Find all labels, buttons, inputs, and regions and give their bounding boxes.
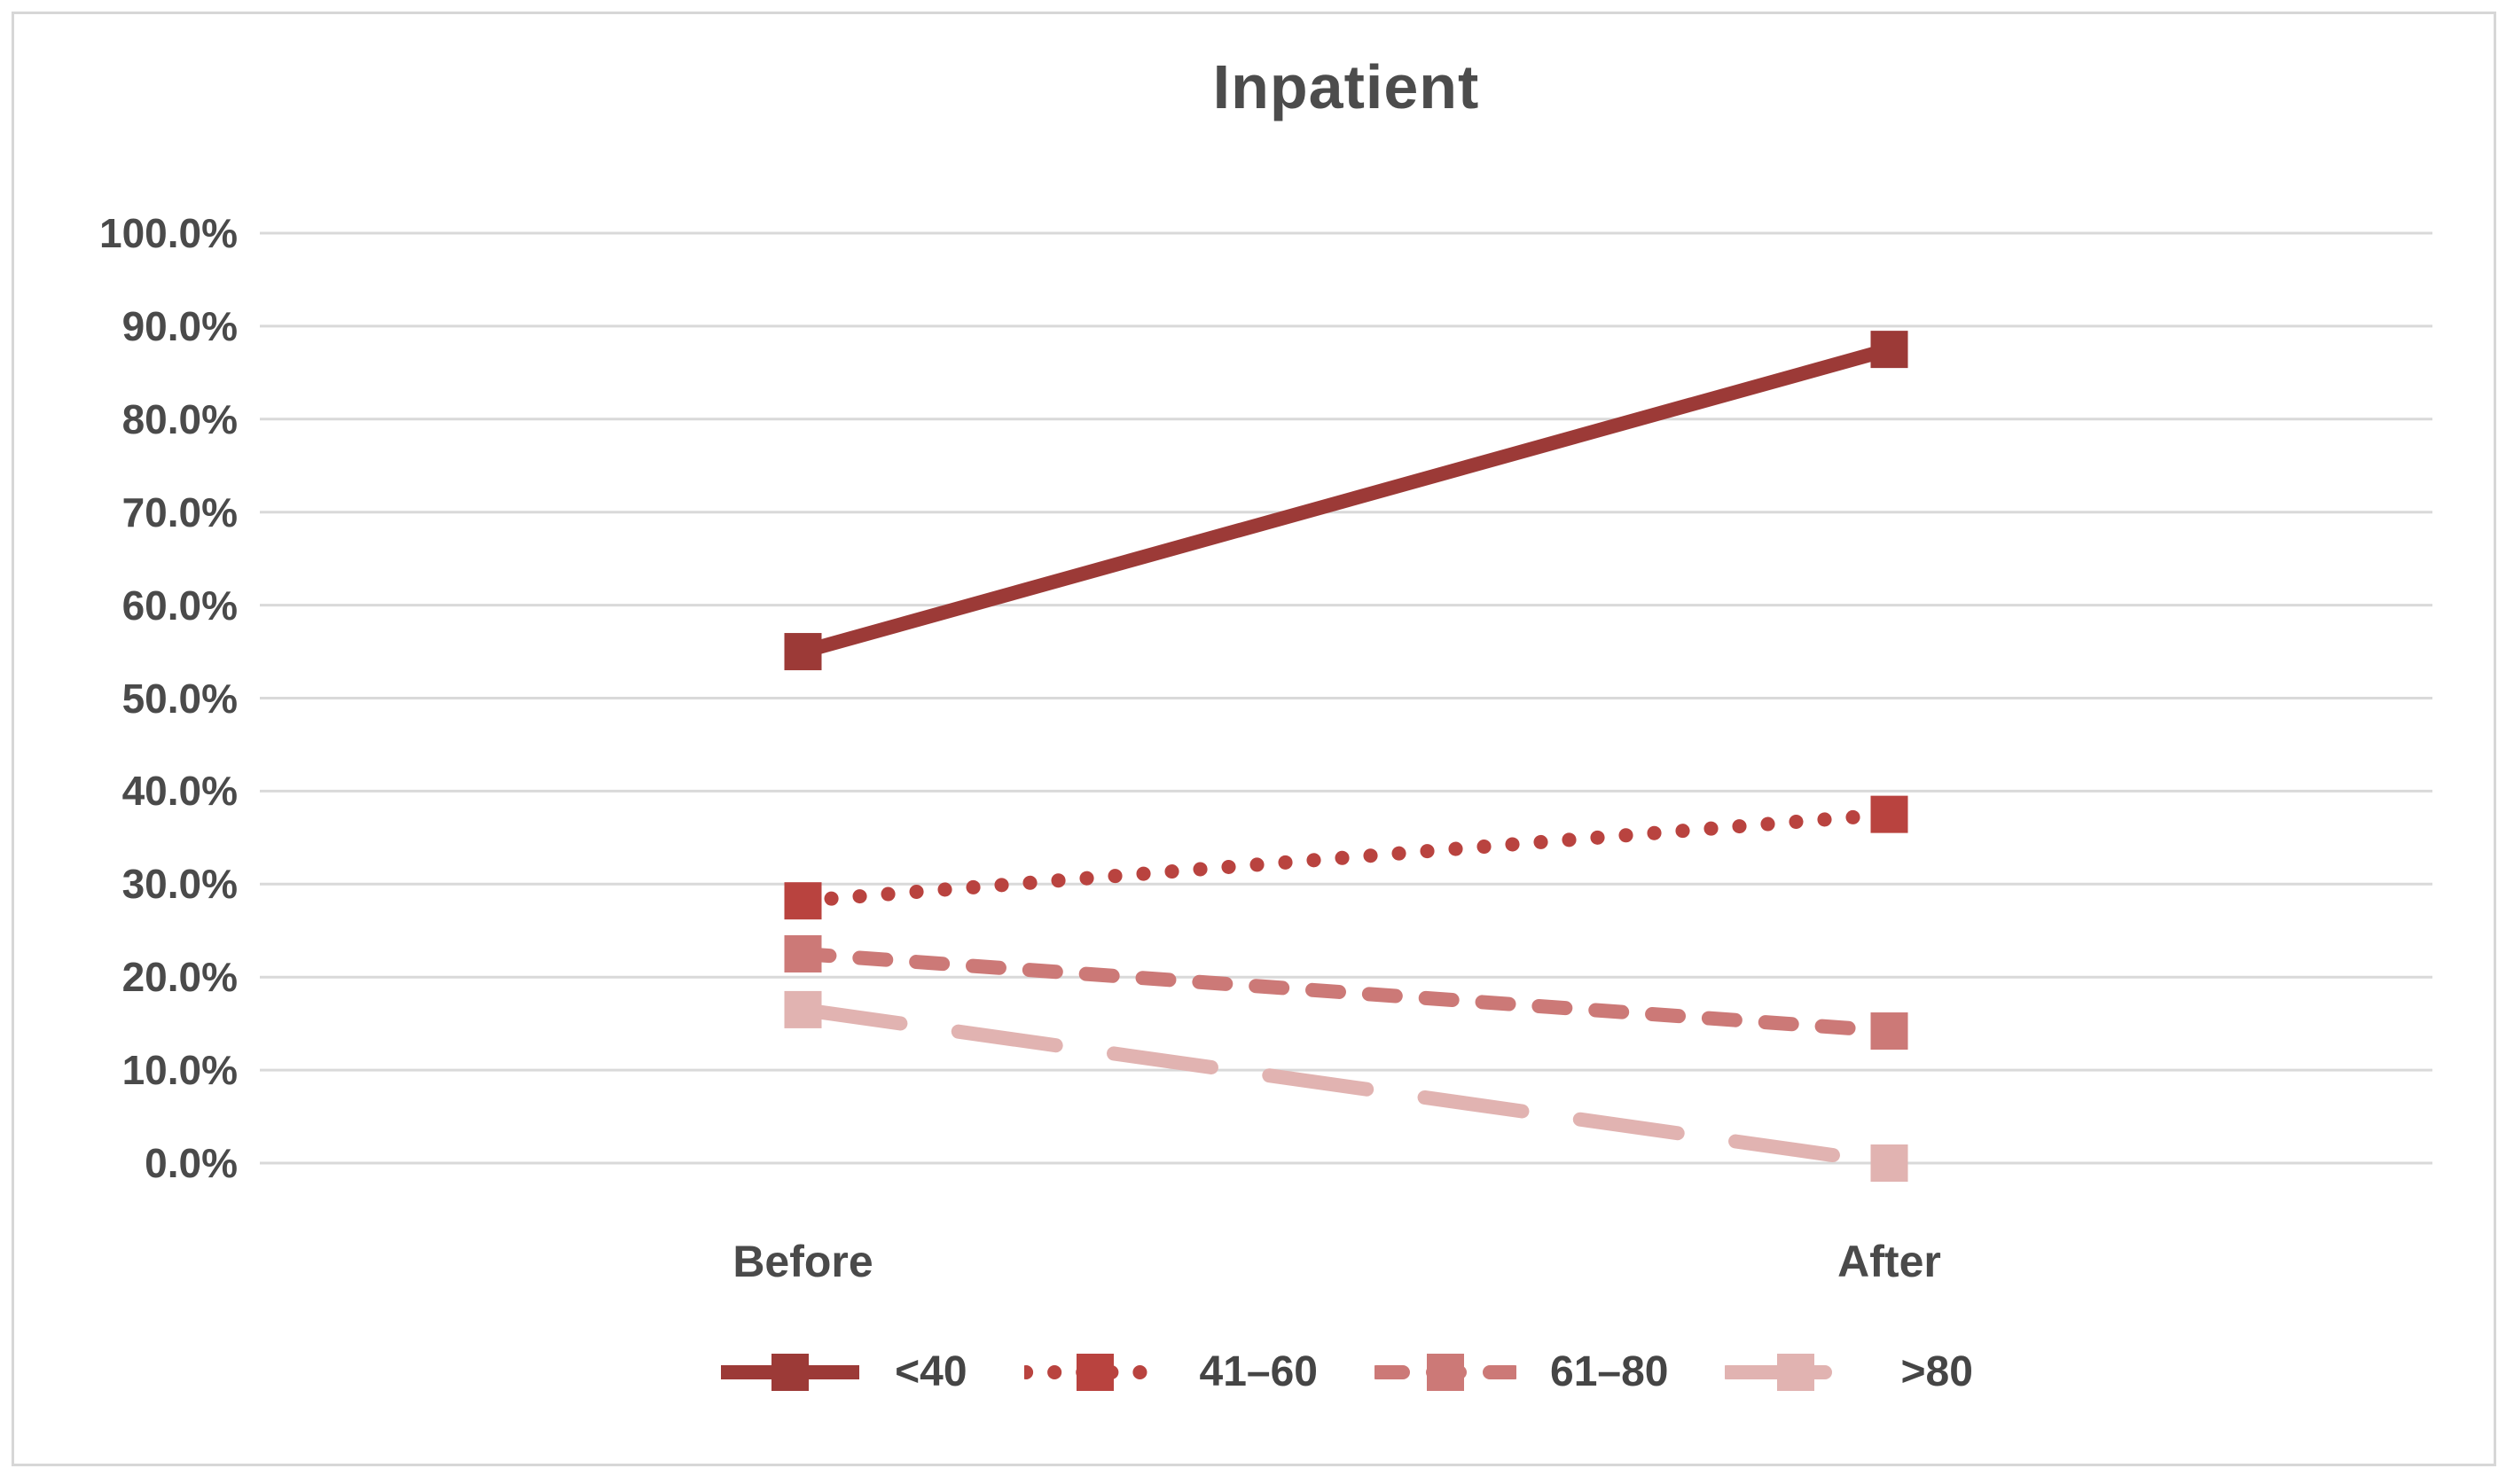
legend-label-lt40: <40	[895, 1348, 967, 1395]
series-line->80	[795, 1002, 1897, 1170]
y-axis-tick-label: 40.0%	[121, 768, 238, 815]
legend-item-lt40: <40	[719, 1346, 967, 1399]
series-line-61–80	[795, 946, 1897, 1039]
series-line-<40	[801, 342, 1891, 659]
y-axis-tick-label: 30.0%	[121, 861, 238, 908]
series-line-41–60	[795, 807, 1897, 909]
legend-item-gt80: >80	[1725, 1346, 1973, 1399]
marker-before-41–60	[784, 882, 822, 920]
y-axis-tick-label: 20.0%	[121, 954, 238, 1001]
marker-after-61–80	[1870, 1012, 1908, 1051]
legend-line-sample-lt40	[721, 1354, 860, 1391]
legend-label-41-60: 41–60	[1199, 1348, 1318, 1395]
x-axis-label-after: After	[1837, 1237, 1941, 1286]
chart-title: Inpatient	[1212, 52, 1480, 121]
y-axis-tick-label: 70.0%	[121, 488, 238, 535]
marker-after-<40	[1870, 331, 1908, 369]
y-axis: 100.0% 90.0% 80.0% 70.0% 60.0% 50.0% 40.…	[0, 0, 238, 1484]
x-axis-label-before: Before	[732, 1237, 873, 1286]
marker-after->80	[1870, 1144, 1908, 1182]
chart-border	[12, 12, 2496, 1466]
y-axis-tick-label: 10.0%	[121, 1047, 238, 1094]
marker-before-61–80	[784, 934, 822, 972]
y-axis-tick-label: 50.0%	[121, 675, 238, 722]
y-axis-tick-label: 100.0%	[98, 210, 238, 256]
legend-line-sample-gt80	[1725, 1354, 1868, 1391]
legend-label-gt80: >80	[1900, 1348, 1973, 1395]
legend-sample-marker-61–80	[1427, 1354, 1464, 1391]
legend-sample-marker-<40	[771, 1354, 810, 1391]
marker-after-41–60	[1870, 795, 1908, 833]
y-axis-tick-label: 80.0%	[121, 395, 238, 442]
y-axis-tick-label: 0.0%	[145, 1140, 238, 1186]
legend-item-41-60: 41–60	[1023, 1346, 1318, 1399]
legend-sample-marker->80	[1777, 1354, 1815, 1391]
gridlines	[260, 231, 2432, 1165]
legend-line-sample-61-80	[1374, 1354, 1516, 1391]
legend-item-61-80: 61–80	[1374, 1346, 1668, 1399]
legend-sample-marker-41–60	[1076, 1354, 1114, 1391]
y-axis-tick-label: 90.0%	[121, 302, 238, 349]
chart-legend: <40 41–60 61–80 >80	[260, 1328, 2432, 1417]
marker-before-<40	[784, 633, 822, 671]
marker-before->80	[784, 990, 822, 1028]
legend-label-61-80: 61–80	[1550, 1348, 1669, 1395]
legend-line-sample-41-60	[1023, 1354, 1166, 1391]
y-axis-tick-label: 60.0%	[121, 582, 238, 629]
